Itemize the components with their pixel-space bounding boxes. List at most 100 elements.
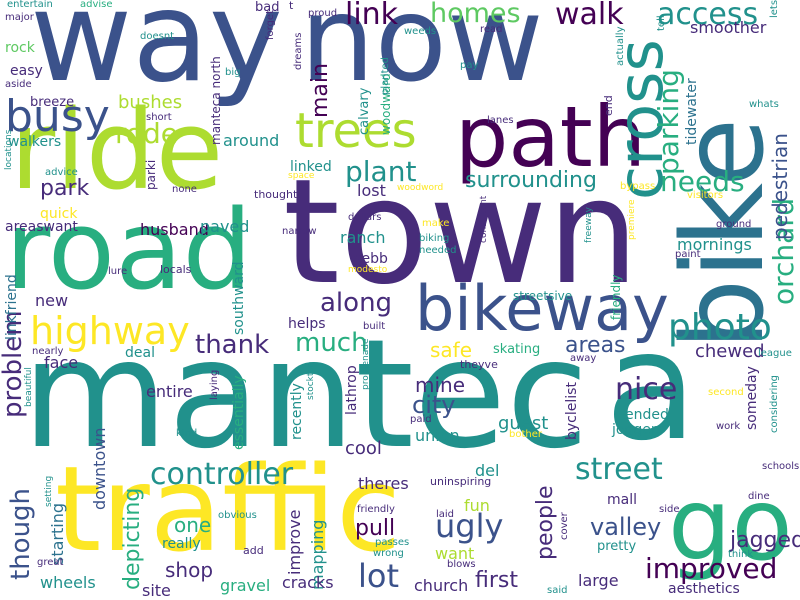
word-linked: linked xyxy=(290,159,332,175)
word-site: site xyxy=(142,581,171,600)
word-needs: needs xyxy=(660,165,745,198)
word-actually: actually xyxy=(615,26,626,67)
word-work: work xyxy=(716,421,741,432)
word-city: city xyxy=(412,391,456,419)
word-proud: proud xyxy=(308,8,338,19)
word-laid: laid xyxy=(436,509,455,520)
word-joggers: joggers xyxy=(612,422,664,438)
word-visitors: visitors xyxy=(687,190,724,201)
word-surrounding: surrounding xyxy=(465,168,597,193)
word-bypass: bypass xyxy=(620,181,656,192)
word-path: path xyxy=(455,88,646,186)
word-breeze: breeze xyxy=(30,95,75,110)
word-easy: easy xyxy=(10,63,43,79)
word-street: street xyxy=(575,452,663,487)
word-lost: lost xyxy=(357,181,386,200)
word-league: league xyxy=(758,348,792,359)
word-dreams: dreams xyxy=(293,32,304,70)
word-make: make xyxy=(422,218,450,229)
word-link: link xyxy=(345,0,399,32)
word-passes: passes xyxy=(375,537,410,548)
word-parki: parki xyxy=(144,159,158,190)
word-essentially: essentially xyxy=(231,375,247,450)
word-narrow: narrow xyxy=(282,226,317,237)
word-uninspiring: uninspiring xyxy=(430,475,492,488)
word-first: first xyxy=(475,568,518,593)
word-walk: walk xyxy=(555,0,624,32)
word-face: face xyxy=(44,353,79,372)
word-setting: setting xyxy=(44,475,54,507)
word-del: del xyxy=(475,461,500,480)
word-wrong: wrong xyxy=(373,548,404,559)
word-whats: whats xyxy=(749,99,779,110)
word-pull: pull xyxy=(355,516,396,541)
word-blows: blows xyxy=(447,559,476,570)
word-rode: rode xyxy=(115,117,179,150)
word-streetsive: streetsive xyxy=(513,289,573,303)
word-doesnt: doesnt xyxy=(140,31,175,42)
word-advice: advice xyxy=(45,167,78,178)
word-way: way xyxy=(30,0,283,110)
word-mornings: mornings xyxy=(677,235,752,254)
word-theres: theres xyxy=(358,474,409,493)
word-ended: ended xyxy=(625,407,669,423)
word-paved: paved xyxy=(200,217,250,236)
word-improved: improved xyxy=(645,552,778,585)
word-much: much xyxy=(295,328,368,358)
word-advise: advise xyxy=(80,0,113,10)
word-end: end xyxy=(602,95,615,116)
word-downtown: downtown xyxy=(90,427,109,510)
word-calvary: calvary xyxy=(357,87,372,135)
word-bad: bad xyxy=(255,0,280,15)
word-areaswant: areaswant xyxy=(5,219,78,235)
word-woodword: woodword xyxy=(397,183,444,193)
word-freeway: freeway xyxy=(584,207,594,243)
word-walkers: walkers xyxy=(8,134,62,150)
word-starting: starting xyxy=(48,502,67,565)
word-southward: southward xyxy=(231,261,247,335)
word-shop: shop xyxy=(165,558,214,582)
word-tell: tell xyxy=(656,15,667,31)
word-lure: lure xyxy=(108,266,128,277)
word-town: town xyxy=(283,148,640,317)
word-friendly-small: friendly xyxy=(357,504,395,515)
word-husband: husband xyxy=(140,220,209,239)
word-recently: recently xyxy=(289,383,305,440)
word-think: think xyxy=(728,549,754,560)
word-along: along xyxy=(320,288,393,318)
word-access: access xyxy=(657,0,759,32)
word-lot: lot xyxy=(358,557,400,595)
word-thought: thought xyxy=(254,188,298,201)
word-homes: homes xyxy=(430,0,521,29)
word-want: want xyxy=(435,544,475,563)
word-stockton: stockton xyxy=(306,361,316,400)
word-considering: considering xyxy=(769,374,780,433)
word-cracks: cracks xyxy=(282,573,334,592)
word-people: people xyxy=(533,485,558,560)
word-gravel: gravel xyxy=(220,576,271,595)
word-large: large xyxy=(578,571,619,590)
word-though: though xyxy=(6,487,36,580)
word-a: a xyxy=(605,300,697,474)
word-pretty: pretty xyxy=(597,539,637,554)
word-modesto: modesto xyxy=(348,265,388,275)
word-ugly: ugly xyxy=(435,507,504,545)
word-valley: valley xyxy=(590,513,662,541)
word-friendly: friendly xyxy=(609,274,623,320)
word-lanes: lanes xyxy=(487,115,514,126)
word-ride: ride xyxy=(10,86,224,214)
word-really: really xyxy=(162,536,201,552)
word-paint: paint xyxy=(675,249,701,260)
word-areas: areas xyxy=(565,333,626,358)
word-photo: photo xyxy=(668,307,772,348)
word-chewed: chewed xyxy=(695,341,765,362)
word-promenade: promenade xyxy=(361,338,371,391)
word-forget: forget xyxy=(265,10,276,40)
word-cover: cover xyxy=(559,512,570,540)
word-dollars: dollars xyxy=(348,212,382,223)
word-new: new xyxy=(35,291,69,310)
word-smoother: smoother xyxy=(690,18,767,37)
word-second: second xyxy=(708,387,744,398)
word-add: add xyxy=(243,544,264,557)
